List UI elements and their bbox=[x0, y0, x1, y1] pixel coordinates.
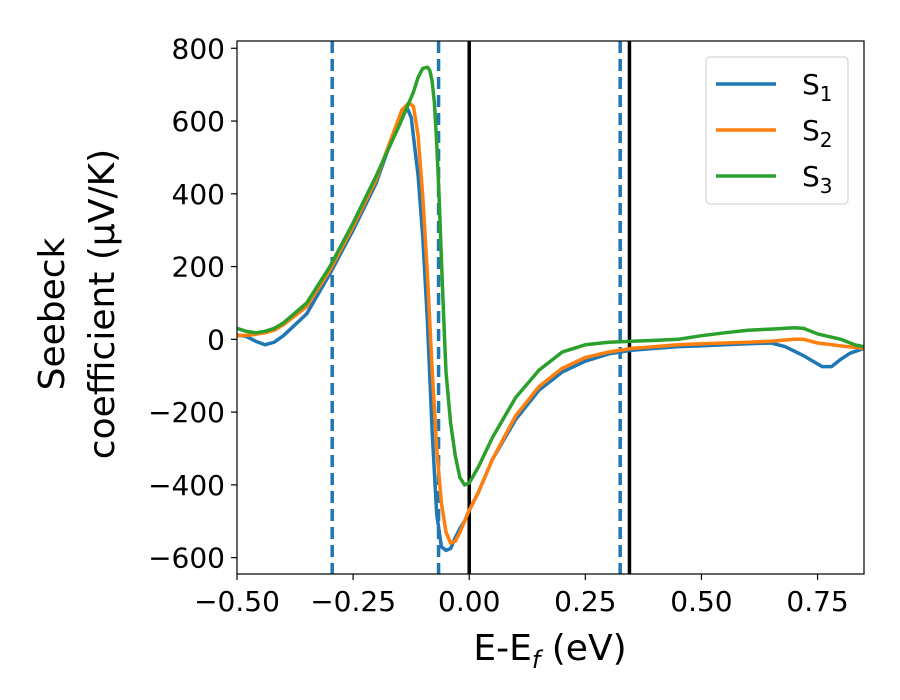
x-tick-label: 0.25 bbox=[554, 585, 616, 618]
x-tick-label: −0.25 bbox=[310, 585, 396, 618]
plot-frame bbox=[236, 40, 865, 575]
x-tick-label: 0.50 bbox=[670, 585, 732, 618]
series-lines bbox=[237, 65, 864, 553]
vertical-lines bbox=[330, 41, 632, 574]
x-axis-ticks: −0.50 −0.25 0.00 0.25 0.50 0.75 bbox=[194, 574, 849, 618]
y-axis-title-line2: coefficient (μV/K) bbox=[82, 149, 123, 459]
legend-label: S2 bbox=[802, 114, 833, 152]
legend-label: S3 bbox=[802, 160, 833, 198]
y-tick-label: 200 bbox=[172, 251, 225, 284]
y-axis-title-line1: Seebeck bbox=[32, 237, 73, 390]
x-axis-title-main: E-E bbox=[473, 628, 531, 669]
y-tick-label: −600 bbox=[148, 542, 225, 575]
x-axis-title: E-Ef (eV) bbox=[473, 628, 626, 674]
y-axis-ticks: −600 −400 −200 0 200 400 600 800 bbox=[148, 32, 237, 575]
y-axis-title: Seebeck coefficient (μV/K) bbox=[32, 149, 123, 459]
series-line-s3 bbox=[237, 65, 864, 487]
y-tick-label: 0 bbox=[207, 323, 225, 356]
legend: S1 S2 S3 bbox=[705, 56, 849, 205]
legend-box bbox=[705, 56, 849, 205]
x-tick-label: −0.50 bbox=[194, 585, 280, 618]
x-tick-label: 0.00 bbox=[438, 585, 500, 618]
y-tick-label: 400 bbox=[172, 178, 225, 211]
y-tick-label: 800 bbox=[172, 32, 225, 65]
legend-label: S1 bbox=[802, 68, 833, 106]
x-tick-label: 0.75 bbox=[786, 585, 848, 618]
y-tick-label: 600 bbox=[172, 105, 225, 138]
y-tick-label: −400 bbox=[148, 469, 225, 502]
x-axis-title-unit: (eV) bbox=[540, 628, 626, 669]
y-tick-label: −200 bbox=[148, 396, 225, 429]
